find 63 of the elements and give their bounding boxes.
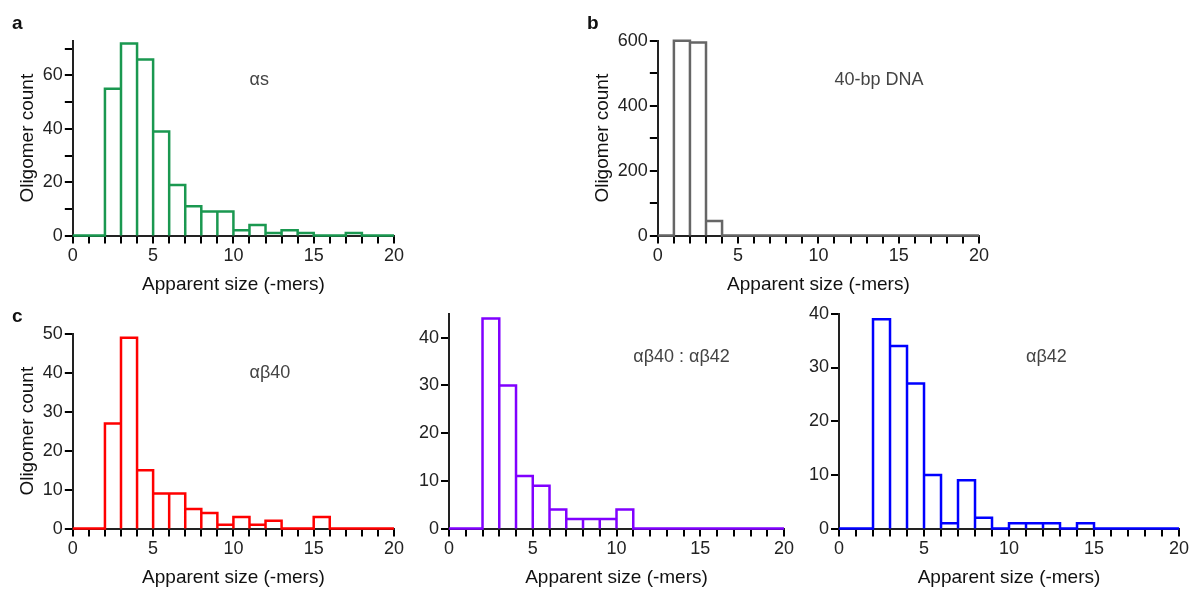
annotation: αβ40 xyxy=(249,361,291,382)
x-tick-label: 5 xyxy=(527,538,538,559)
y-tick-label: 20 xyxy=(42,171,63,192)
chart-title: c xyxy=(12,304,23,326)
y-axis-title: Oligomer count xyxy=(15,73,37,203)
x-tick-label: 0 xyxy=(67,245,78,266)
x-tick-label: 15 xyxy=(888,245,909,266)
y-tick-label: 10 xyxy=(42,478,63,499)
y-tick-label: 40 xyxy=(418,326,440,347)
x-tick-label: 15 xyxy=(1083,538,1105,559)
y-tick-label: 0 xyxy=(819,517,830,538)
y-tick-label: 30 xyxy=(42,400,63,421)
y-tick-label: 400 xyxy=(617,94,648,115)
x-tick-label: 15 xyxy=(690,538,711,559)
x-axis-title: Apparent size (-mers) xyxy=(142,565,325,587)
y-tick-label: 0 xyxy=(52,224,63,245)
y-tick-label: 20 xyxy=(418,422,440,443)
x-tick-label: 5 xyxy=(148,538,159,559)
x-tick-label: 10 xyxy=(223,538,244,559)
x-tick-label: 20 xyxy=(1168,538,1190,559)
y-axis-title: Oligomer count xyxy=(15,366,37,496)
y-tick-label: 200 xyxy=(617,159,648,180)
x-axis-title: Apparent size (-mers) xyxy=(727,272,910,294)
y-tick-label: 10 xyxy=(418,469,440,490)
x-axis-title: Apparent size (-mers) xyxy=(917,565,1101,587)
y-tick-label: 40 xyxy=(42,361,63,382)
x-tick-label: 10 xyxy=(223,245,244,266)
x-axis-title: Apparent size (-mers) xyxy=(142,272,325,294)
y-tick-label: 10 xyxy=(808,463,830,484)
y-tick-label: 600 xyxy=(617,29,648,50)
x-tick-label: 20 xyxy=(383,245,405,266)
y-tick-label: 20 xyxy=(808,410,830,431)
x-tick-label: 20 xyxy=(968,245,990,266)
y-tick-label: 30 xyxy=(418,374,440,395)
x-axis-title: Apparent size (-mers) xyxy=(525,565,708,587)
annotation: αs xyxy=(249,68,269,89)
y-tick-label: 20 xyxy=(42,439,63,460)
y-tick-label: 0 xyxy=(637,224,648,245)
y-tick-label: 0 xyxy=(429,517,440,538)
y-tick-label: 40 xyxy=(42,117,63,138)
annotation: αβ40 : αβ42 xyxy=(633,345,730,366)
y-tick-label: 0 xyxy=(52,517,63,538)
x-tick-label: 5 xyxy=(733,245,744,266)
y-axis-title: Oligomer count xyxy=(590,73,612,203)
x-tick-label: 0 xyxy=(652,245,663,266)
y-tick-label: 50 xyxy=(42,322,63,343)
x-tick-label: 0 xyxy=(67,538,78,559)
x-tick-label: 10 xyxy=(999,538,1020,559)
chart-title: a xyxy=(12,11,23,33)
annotation: 40-bp DNA xyxy=(834,68,924,89)
y-tick-label: 60 xyxy=(42,64,63,85)
y-tick-label: 30 xyxy=(808,356,830,377)
x-tick-label: 20 xyxy=(383,538,405,559)
chart-title: b xyxy=(587,11,599,33)
x-tick-label: 15 xyxy=(303,538,324,559)
annotation: αβ42 xyxy=(1026,345,1067,366)
x-tick-label: 15 xyxy=(303,245,324,266)
x-tick-label: 0 xyxy=(444,538,455,559)
x-tick-label: 0 xyxy=(834,538,845,559)
x-tick-label: 5 xyxy=(919,538,930,559)
x-tick-label: 5 xyxy=(148,245,159,266)
x-tick-label: 20 xyxy=(773,538,795,559)
y-tick-label: 40 xyxy=(808,302,830,323)
